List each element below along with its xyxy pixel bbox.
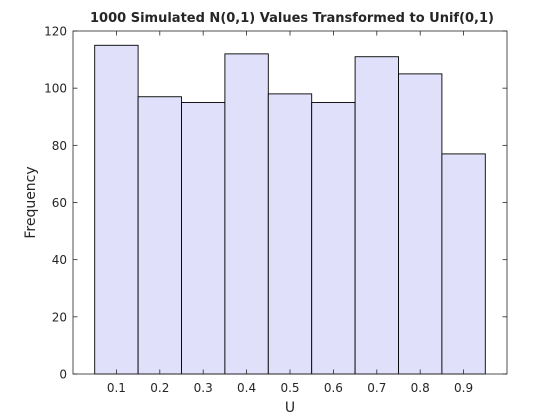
- y-tick-label: 120: [44, 25, 67, 39]
- chart-title: 1000 Simulated N(0,1) Values Transformed…: [90, 11, 494, 26]
- y-tick-label: 0: [59, 368, 67, 382]
- y-tick-label: 40: [52, 253, 67, 267]
- y-tick-label: 60: [52, 196, 67, 210]
- y-axis-label: Frequency: [23, 166, 39, 238]
- y-tick-label: 20: [52, 310, 67, 324]
- x-tick-label: 0.1: [107, 381, 126, 395]
- y-tick-label: 100: [44, 82, 67, 96]
- y-axis-ticks: 0 20 40 60 80 100 120: [44, 25, 507, 382]
- x-tick-label: 0.3: [194, 381, 213, 395]
- histogram-bar-5: [267, 93, 313, 375]
- x-axis-label: U: [285, 400, 295, 416]
- x-tick-label: 0.6: [324, 381, 343, 395]
- x-tick-label: 0.9: [454, 381, 473, 395]
- x-tick-label: 0.8: [411, 381, 430, 395]
- x-tick-label: 0.5: [280, 381, 299, 395]
- y-tick-label: 80: [52, 139, 67, 153]
- histogram-bar-4: [224, 53, 269, 375]
- histogram-bar-8: [398, 73, 443, 375]
- histogram-bar-1: [94, 44, 139, 375]
- bars-group: [94, 44, 486, 375]
- histogram-bar-6: [311, 102, 356, 375]
- histogram-bar-2: [137, 96, 182, 375]
- x-tick-label: 0.7: [367, 381, 386, 395]
- histogram-bar-7: [354, 56, 399, 375]
- histogram-bar-9: [441, 153, 486, 375]
- x-tick-label: 0.2: [150, 381, 169, 395]
- x-axis-ticks: 0.1 0.2 0.3 0.4 0.5 0.6 0.7 0.8 0.9: [107, 31, 473, 395]
- x-tick-label: 0.4: [237, 381, 256, 395]
- histogram-bar-3: [181, 102, 226, 375]
